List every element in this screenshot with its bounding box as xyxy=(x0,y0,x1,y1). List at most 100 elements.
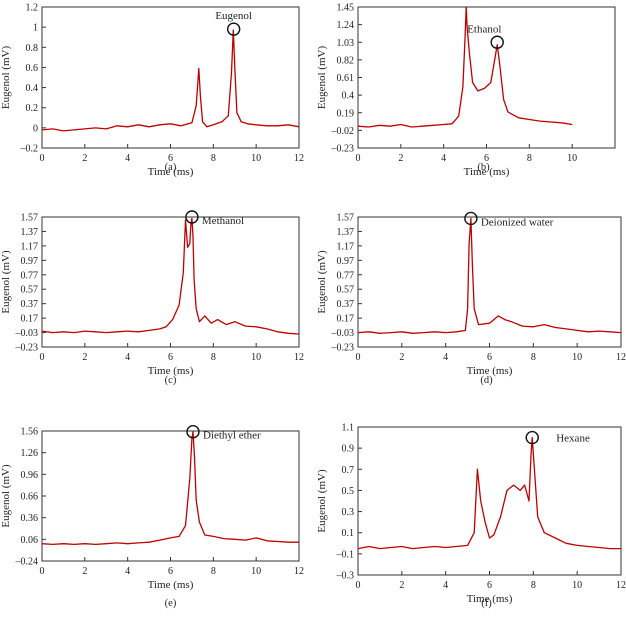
peak-annotation: Ethanol xyxy=(467,23,501,35)
chart-panel: –0.23 –0.03 0.17 0.37 0.57 0.77 0.97 1.17 1.37 1.… xyxy=(316,211,626,386)
x-tick-label: 2 xyxy=(398,153,403,164)
chart-panel: –0.3 –0.1 0.1 0.3 0.5 0.7 0.9 1.1 0 2 4 6 8 10 12 Time … xyxy=(316,423,626,610)
x-axis-label: Time (ms) xyxy=(148,579,194,591)
chart-panel: –0.24 0.06 0.36 0.66 0.96 1.26 1.56 0 2 4 6 8 10 12 Ti… xyxy=(0,425,304,609)
y-tick-label: 1.37 xyxy=(337,227,355,238)
y-tick-label: 0.3 xyxy=(342,507,355,518)
y-tick-label: –0.03 xyxy=(331,328,355,339)
y-axis-label: Eugenol (mV) xyxy=(0,464,12,528)
y-tick-label: 1 xyxy=(33,23,38,34)
y-tick-label: –0.23 xyxy=(331,343,355,354)
x-tick-label: 8 xyxy=(211,352,216,363)
x-tick-label: 6 xyxy=(168,352,173,363)
x-tick-label: 8 xyxy=(211,566,216,577)
y-tick-label: 0.1 xyxy=(342,528,355,539)
y-tick-label: 0.17 xyxy=(21,314,39,325)
x-tick-label: 2 xyxy=(82,352,87,363)
chart-panel: –0.23 –0.02 0.19 0.4 0.61 0.82 1.03 1.24 1.45 0 2 4… xyxy=(316,3,616,178)
x-tick-label: 4 xyxy=(125,566,130,577)
x-tick-label: 12 xyxy=(294,352,304,363)
y-tick-label: 0.66 xyxy=(21,492,39,503)
peak-marker-circle xyxy=(525,430,539,445)
y-tick-label: 0.8 xyxy=(26,43,39,54)
x-axis-label: Time (ms) xyxy=(148,365,194,377)
y-tick-label: 0.9 xyxy=(342,444,355,455)
y-axis-label: Eugenol (mV) xyxy=(0,250,12,314)
x-tick-label: 4 xyxy=(125,352,130,363)
x-tick-label: 10 xyxy=(572,352,582,363)
x-axis-label: Time (ms) xyxy=(467,365,513,377)
x-tick-label: 10 xyxy=(572,580,582,591)
x-tick-label: 12 xyxy=(616,580,626,591)
y-tick-label: 0.82 xyxy=(337,55,355,66)
x-tick-label: 2 xyxy=(82,153,87,164)
series-line xyxy=(41,217,300,335)
y-tick-label: 1.24 xyxy=(337,20,355,31)
series-line xyxy=(357,217,622,334)
y-tick-label: –0.23 xyxy=(15,343,39,354)
peak-marker-circle xyxy=(490,35,504,49)
x-tick-label: 6 xyxy=(168,566,173,577)
peak-annotation: Methanol xyxy=(202,215,244,227)
y-tick-label: 0.97 xyxy=(337,256,355,267)
x-tick-label: 10 xyxy=(251,352,261,363)
x-tick-label: 0 xyxy=(40,352,45,363)
y-tick-label: 1.57 xyxy=(21,213,39,224)
x-axis-label: Time (ms) xyxy=(467,593,513,605)
plot-frame xyxy=(41,430,300,562)
x-tick-label: 10 xyxy=(567,153,577,164)
y-tick-label: 0.17 xyxy=(337,314,355,325)
x-tick-label: 2 xyxy=(82,566,87,577)
y-tick-label: 1.26 xyxy=(21,448,39,459)
peak-annotation: Deionized water xyxy=(481,216,554,228)
x-tick-label: 0 xyxy=(356,352,361,363)
y-axis-label: Eugenol (mV) xyxy=(316,46,328,110)
panel-label: (d) xyxy=(480,375,493,386)
plot-frame xyxy=(357,216,622,348)
plot-frame xyxy=(41,6,300,149)
peak-annotation: Eugenol xyxy=(215,10,252,22)
y-tick-label: 0.37 xyxy=(337,299,355,310)
panel-label: (e) xyxy=(165,598,177,609)
x-tick-label: 6 xyxy=(168,153,173,164)
x-tick-label: 0 xyxy=(40,153,45,164)
y-tick-label: 1.45 xyxy=(337,3,355,14)
peak-annotation: Hexane xyxy=(556,433,590,445)
y-tick-label: 0.19 xyxy=(337,108,355,119)
x-tick-label: 4 xyxy=(441,153,446,164)
x-tick-label: 4 xyxy=(443,352,448,363)
y-axis-label: Eugenol (mV) xyxy=(316,250,328,314)
y-tick-label: 1.17 xyxy=(21,241,39,252)
y-tick-label: 1.17 xyxy=(337,241,355,252)
y-tick-label: 0.5 xyxy=(342,486,355,497)
y-tick-label: 0.61 xyxy=(337,73,355,84)
x-tick-label: 10 xyxy=(251,566,261,577)
series-line xyxy=(357,436,621,550)
peak-annotation: Diethyl ether xyxy=(203,430,261,442)
y-tick-label: 1.56 xyxy=(21,427,39,438)
x-tick-label: 4 xyxy=(125,153,130,164)
x-axis-label: Time (ms) xyxy=(464,166,510,178)
x-tick-label: 8 xyxy=(531,580,536,591)
y-tick-label: –0.1 xyxy=(336,549,355,560)
panel-label: (c) xyxy=(165,375,177,386)
x-tick-label: 10 xyxy=(251,153,261,164)
y-tick-label: –0.23 xyxy=(331,144,355,155)
x-tick-label: 0 xyxy=(40,566,45,577)
x-tick-label: 0 xyxy=(356,580,361,591)
y-tick-label: –0.3 xyxy=(336,571,355,582)
series-line xyxy=(41,29,300,132)
y-tick-label: 0.06 xyxy=(21,535,39,546)
y-tick-label: 0 xyxy=(33,123,38,134)
x-tick-label: 12 xyxy=(294,153,304,164)
panel-label: (a) xyxy=(165,162,177,173)
y-axis-label: Eugenol (mV) xyxy=(0,46,12,110)
y-tick-label: –0.03 xyxy=(15,328,39,339)
peak-marker-circle xyxy=(464,211,478,226)
y-tick-label: 0.4 xyxy=(342,91,355,102)
peak-marker-circle xyxy=(186,425,200,439)
y-tick-label: 0.57 xyxy=(337,285,355,296)
plot-frame xyxy=(357,426,622,576)
y-tick-label: 0.2 xyxy=(26,103,39,114)
